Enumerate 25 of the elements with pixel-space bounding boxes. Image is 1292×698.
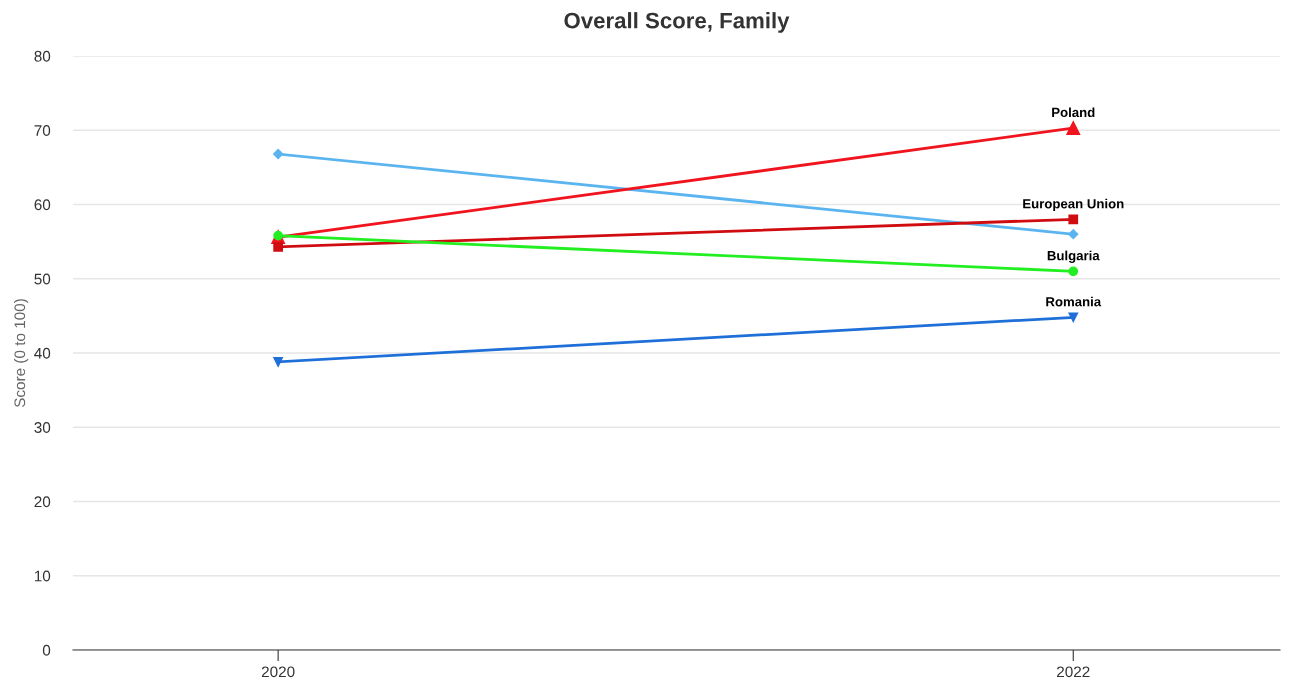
point	[273, 241, 284, 252]
y-tick-label: 20	[34, 496, 51, 508]
series-label: Romania	[1046, 296, 1102, 307]
point	[1068, 312, 1079, 323]
x-tick-label: 2022	[1057, 666, 1090, 678]
y-tick-label: 60	[34, 199, 51, 211]
point	[1066, 121, 1081, 135]
series-label: Bulgaria	[1047, 250, 1100, 263]
y-tick-label: 10	[34, 570, 51, 582]
point	[1068, 214, 1079, 225]
y-tick-label: 80	[34, 50, 51, 62]
y-axis-title: Score (0 to 100)	[13, 299, 29, 408]
series-label: Poland	[1052, 107, 1095, 118]
y-tick-label: 70	[34, 125, 51, 136]
y-tick-label: 40	[34, 347, 51, 359]
point	[273, 148, 284, 160]
series-label: European Union	[1023, 198, 1124, 212]
point	[1068, 229, 1079, 240]
point	[1068, 266, 1079, 277]
y-tick-label: 0	[42, 644, 51, 656]
x-tick-label: 2020	[261, 666, 295, 678]
point	[273, 357, 284, 367]
y-tick-label: 50	[34, 273, 51, 285]
chart-title: Overall Score, Family	[564, 12, 790, 33]
y-tick-label: 30	[34, 422, 51, 433]
